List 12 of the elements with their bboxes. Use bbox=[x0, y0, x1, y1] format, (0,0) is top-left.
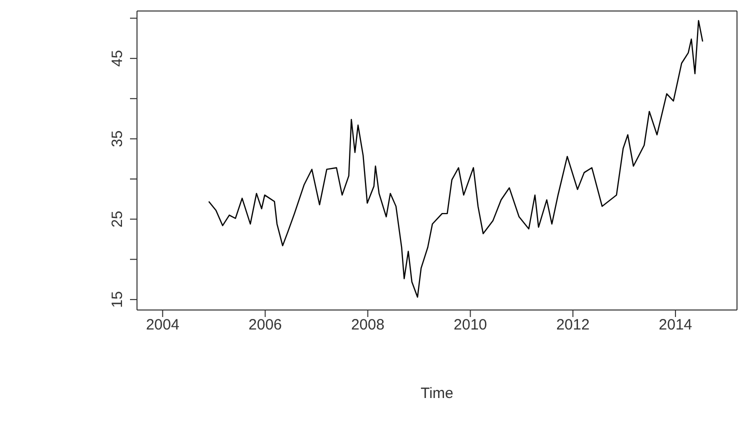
x-tick-label: 2012 bbox=[556, 316, 590, 334]
y-tick-label: 25 bbox=[109, 210, 126, 228]
y-tick-label: 35 bbox=[109, 130, 126, 148]
x-axis-title: Time bbox=[420, 385, 454, 402]
x-tick-label: 2008 bbox=[351, 316, 384, 334]
x-tick-label: 2010 bbox=[454, 316, 488, 334]
x-tick-label: 2014 bbox=[658, 316, 692, 334]
x-tick-label: 2006 bbox=[248, 316, 282, 334]
y-tick-label: 45 bbox=[109, 50, 126, 67]
x-tick-label: 2004 bbox=[146, 316, 180, 334]
y-tick-label: 15 bbox=[109, 291, 126, 308]
line-series bbox=[208, 20, 704, 298]
